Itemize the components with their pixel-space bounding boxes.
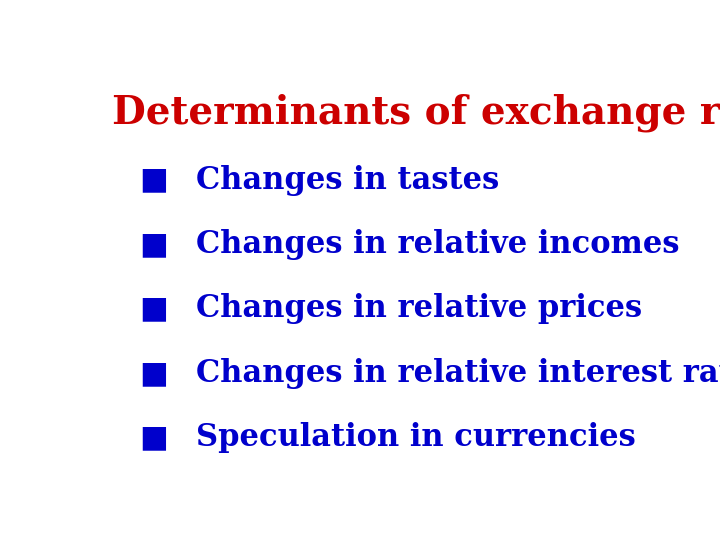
Text: Changes in relative prices: Changes in relative prices bbox=[196, 294, 642, 325]
Text: Determinants of exchange rates:: Determinants of exchange rates: bbox=[112, 94, 720, 132]
Text: ■: ■ bbox=[140, 229, 190, 260]
Text: Speculation in currencies: Speculation in currencies bbox=[196, 422, 636, 454]
Text: Changes in relative interest rates: Changes in relative interest rates bbox=[196, 358, 720, 389]
Text: ■: ■ bbox=[140, 294, 190, 325]
Text: Changes in relative incomes: Changes in relative incomes bbox=[196, 229, 680, 260]
Text: ■: ■ bbox=[140, 422, 190, 454]
Text: Changes in tastes: Changes in tastes bbox=[196, 165, 499, 195]
Text: ■: ■ bbox=[140, 358, 190, 389]
Text: ■: ■ bbox=[140, 165, 190, 195]
